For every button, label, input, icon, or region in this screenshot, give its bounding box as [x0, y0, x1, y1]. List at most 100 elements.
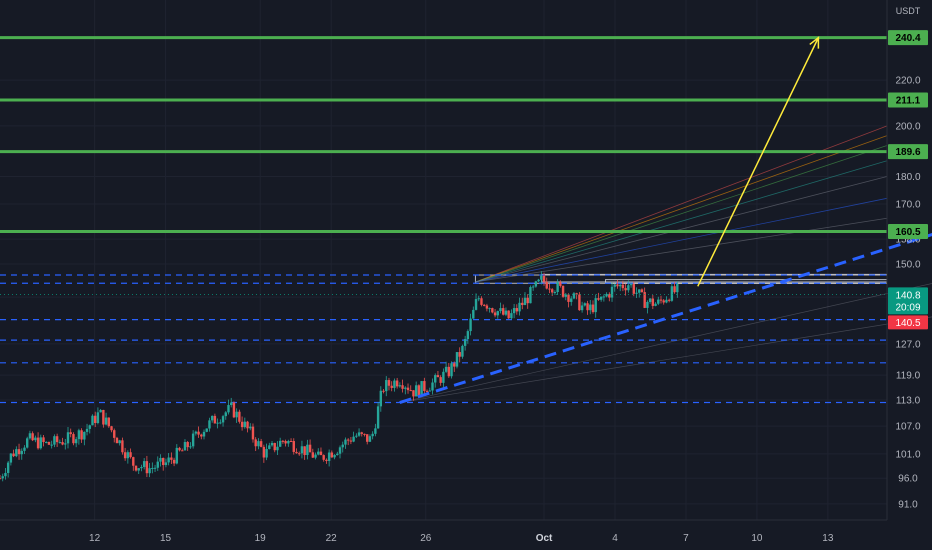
candle-body: [458, 352, 461, 357]
time-axis[interactable]: 12 15 19 22 26 Oct 4 7 10 13: [89, 533, 834, 544]
candle-body: [338, 447, 342, 454]
candle-body: [287, 441, 290, 444]
candle-body: [463, 339, 467, 346]
candle-body: [442, 371, 445, 383]
candle-body: [385, 380, 388, 392]
candle-body: [23, 447, 26, 451]
candle-body: [605, 293, 608, 297]
candle-body: [295, 451, 298, 454]
candle-body: [181, 450, 184, 452]
candle-body: [507, 310, 510, 319]
candle-body: [191, 433, 195, 447]
price-tick-label: 150.0: [895, 260, 920, 271]
candle-body: [66, 432, 70, 444]
candle-body: [521, 302, 524, 306]
candle-body: [480, 298, 483, 305]
candle-body: [265, 448, 268, 458]
previous-close-label: 140.5: [895, 318, 920, 329]
candle-body: [670, 286, 674, 301]
candle-body: [461, 345, 464, 357]
candle-body: [632, 284, 635, 294]
current-price-badge: [888, 287, 928, 315]
fan-line: [475, 176, 888, 283]
candle-body: [276, 446, 279, 451]
candle-body: [178, 447, 181, 451]
candle-body: [94, 415, 97, 424]
resistance-price-label: 189.6: [895, 147, 920, 158]
candle-body: [414, 385, 418, 397]
candle-body: [273, 442, 276, 451]
projection-arrow-group[interactable]: [697, 36, 820, 287]
candle-body: [314, 454, 317, 458]
candle-body: [523, 297, 527, 306]
candle-body: [627, 285, 630, 291]
candle-body: [172, 459, 176, 464]
trendline-group[interactable]: [399, 230, 932, 404]
candle-body: [303, 446, 306, 456]
candle-body: [80, 430, 83, 440]
date-tick-label: 12: [89, 533, 101, 544]
candle-body: [412, 390, 415, 397]
candle-body: [4, 472, 7, 477]
candle-body: [548, 288, 551, 290]
current-price-label: 140.8: [895, 290, 920, 301]
candle-body: [472, 309, 475, 319]
candle-body: [298, 453, 301, 455]
candle-body: [186, 442, 189, 448]
price-axis[interactable]: USDT 91.0 96.0 101.0 107.0 113.0 119.0 127.0 14…: [895, 6, 920, 510]
candle-body: [202, 431, 206, 437]
candle-body: [357, 432, 361, 436]
candle-body: [28, 433, 32, 439]
candle-body: [491, 308, 494, 313]
candle-body: [496, 311, 499, 316]
candle-body: [387, 380, 391, 386]
resistance-price-badge: [888, 30, 928, 46]
candle-body: [594, 298, 597, 313]
candle-body: [170, 457, 173, 460]
candle-body: [45, 441, 48, 443]
candle-body: [64, 443, 67, 445]
candle-body: [1, 476, 4, 479]
trendline[interactable]: [399, 230, 932, 404]
candle-body: [629, 284, 633, 286]
candle-body: [540, 275, 543, 280]
candle-body: [110, 426, 113, 431]
candle-body: [232, 402, 236, 418]
projection-arrow-line[interactable]: [697, 37, 820, 287]
candle-body: [36, 437, 40, 449]
candle-body: [319, 451, 323, 456]
candle-body: [638, 289, 641, 293]
candle-body: [640, 289, 644, 293]
resistance-price-label: 240.4: [895, 33, 920, 44]
candle-body: [346, 439, 350, 441]
candle-body: [85, 428, 89, 432]
candle-body: [140, 466, 143, 469]
candle-body: [142, 461, 146, 467]
candle-body: [254, 439, 257, 447]
candle-body: [624, 288, 627, 291]
candle-body: [510, 313, 513, 319]
fan-line: [475, 217, 888, 283]
candle-body: [167, 457, 170, 463]
candle-body: [575, 293, 578, 295]
price-unit-label: USDT: [896, 6, 921, 16]
candle-body: [292, 441, 295, 452]
candle-body: [134, 465, 138, 471]
candle-body: [570, 298, 573, 302]
candle-body: [355, 435, 358, 437]
candle-body: [251, 426, 255, 440]
candle-body: [278, 440, 282, 447]
candle-body: [382, 390, 385, 392]
candle-body: [474, 299, 478, 310]
candle-body: [643, 292, 646, 308]
candle-body: [621, 284, 625, 289]
candle-body: [499, 308, 502, 312]
candle-body: [608, 293, 611, 298]
candle-body: [618, 284, 622, 287]
candle-body: [436, 375, 440, 378]
candle-body: [132, 457, 135, 466]
candle-body: [34, 437, 37, 441]
candle-body: [591, 304, 595, 313]
candle-body: [162, 457, 165, 466]
